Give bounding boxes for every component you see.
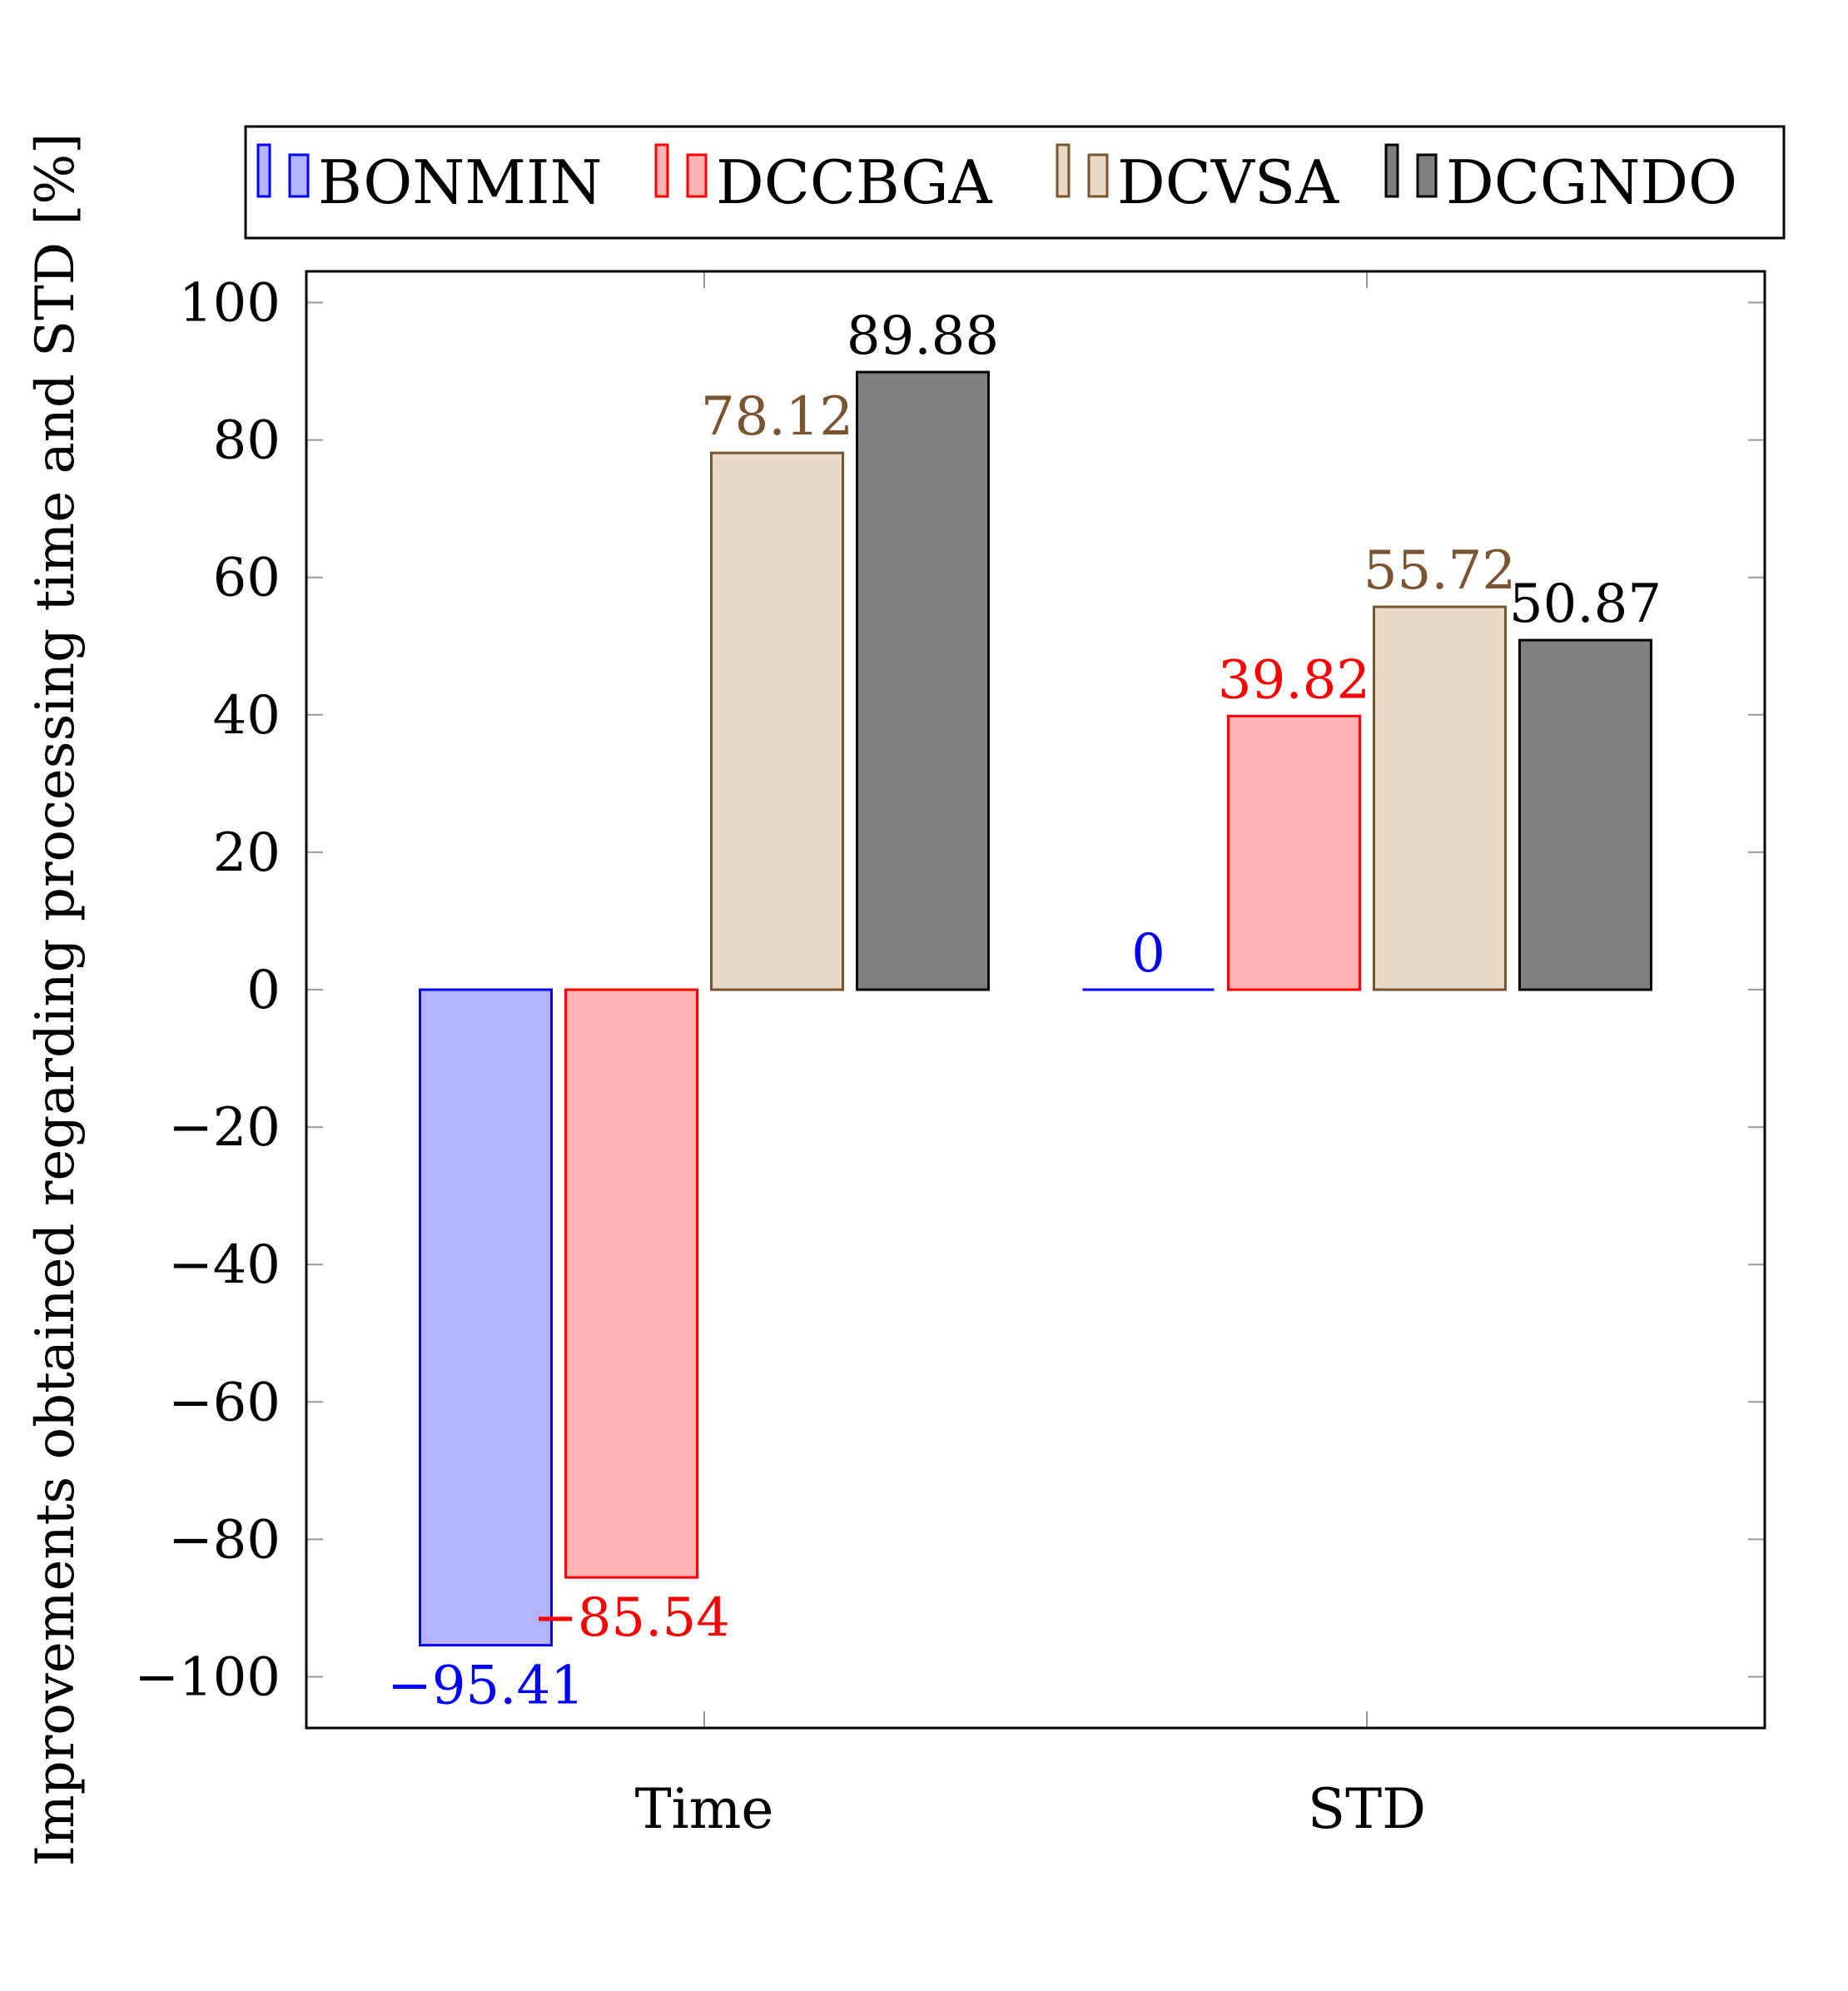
legend-swatch-bonmin bbox=[256, 143, 271, 198]
y-tick-label: −60 bbox=[168, 1372, 281, 1433]
x-tick-label-std: STD bbox=[1308, 1777, 1426, 1841]
legend-label-dccbga: DCCBGA bbox=[716, 147, 993, 217]
bar-dccbga-time bbox=[564, 988, 698, 1579]
bar-dcgndo-time bbox=[856, 370, 990, 991]
y-tick-label: 80 bbox=[213, 410, 281, 472]
plot-area-frame bbox=[305, 270, 1766, 1730]
data-label-dccbga-std: 39.82 bbox=[1218, 649, 1370, 711]
y-tick-label: −40 bbox=[168, 1234, 281, 1296]
legend-swatch-dccbga bbox=[654, 143, 669, 198]
legend-label-dcgndo: DCGNDO bbox=[1446, 147, 1737, 217]
legend-swatch-dcvsa bbox=[1056, 143, 1071, 198]
bar-dccbga-std bbox=[1227, 714, 1361, 991]
bars bbox=[419, 370, 1652, 1647]
data-label-dcvsa-std: 55.72 bbox=[1364, 540, 1516, 602]
data-label-bonmin-time: −95.41 bbox=[387, 1656, 584, 1717]
legend-swatch-dcgndo bbox=[1416, 153, 1438, 198]
legend-swatch-dcvsa bbox=[1087, 153, 1109, 198]
y-tick-label: 60 bbox=[213, 548, 281, 609]
legend-label-dcvsa: DCVSA bbox=[1117, 147, 1339, 217]
y-tick-label: 40 bbox=[213, 685, 281, 747]
y-axis-label: Improvements obtained regarding processi… bbox=[25, 133, 87, 1866]
bar-dcvsa-std bbox=[1373, 605, 1507, 991]
data-label-dcgndo-time: 89.88 bbox=[847, 305, 999, 367]
legend-label-bonmin: BONMIN bbox=[318, 147, 602, 217]
y-tick-label: 20 bbox=[213, 822, 281, 884]
x-tick-labels: Time STD bbox=[635, 1777, 1426, 1841]
data-label-dccbga-time: −85.54 bbox=[533, 1587, 730, 1649]
legend-swatch-dccbga bbox=[686, 153, 708, 198]
y-tick-label: −20 bbox=[168, 1097, 281, 1159]
x-tick-label-time: Time bbox=[635, 1777, 774, 1841]
data-labels: −95.41 0 −85.54 39.82 78.12 55.72 89.88 50.87 bbox=[387, 305, 1662, 1717]
legend-swatch-dcgndo bbox=[1384, 143, 1399, 198]
bar-dcvsa-time bbox=[710, 451, 844, 991]
bar-bonmin-time bbox=[419, 988, 553, 1647]
legend-box bbox=[244, 125, 1786, 240]
legend-swatch-bonmin bbox=[288, 153, 310, 198]
y-tick-label: 100 bbox=[179, 273, 281, 335]
y-tick-label: −100 bbox=[134, 1647, 281, 1709]
y-tick-label: 0 bbox=[246, 960, 281, 1021]
data-label-dcvsa-time: 78.12 bbox=[701, 386, 853, 448]
y-tick-label: −80 bbox=[168, 1509, 281, 1571]
data-label-dcgndo-std: 50.87 bbox=[1509, 573, 1662, 635]
axis-ticks bbox=[306, 271, 1765, 1728]
data-label-bonmin-std: 0 bbox=[1131, 923, 1165, 985]
y-tick-labels: −100 −80 −60 −40 −20 0 20 40 60 80 100 bbox=[134, 273, 281, 1709]
legend: BONMIN DCCBGA DCVSA DCGNDO bbox=[244, 125, 1786, 240]
bar-dcgndo-std bbox=[1518, 638, 1652, 991]
